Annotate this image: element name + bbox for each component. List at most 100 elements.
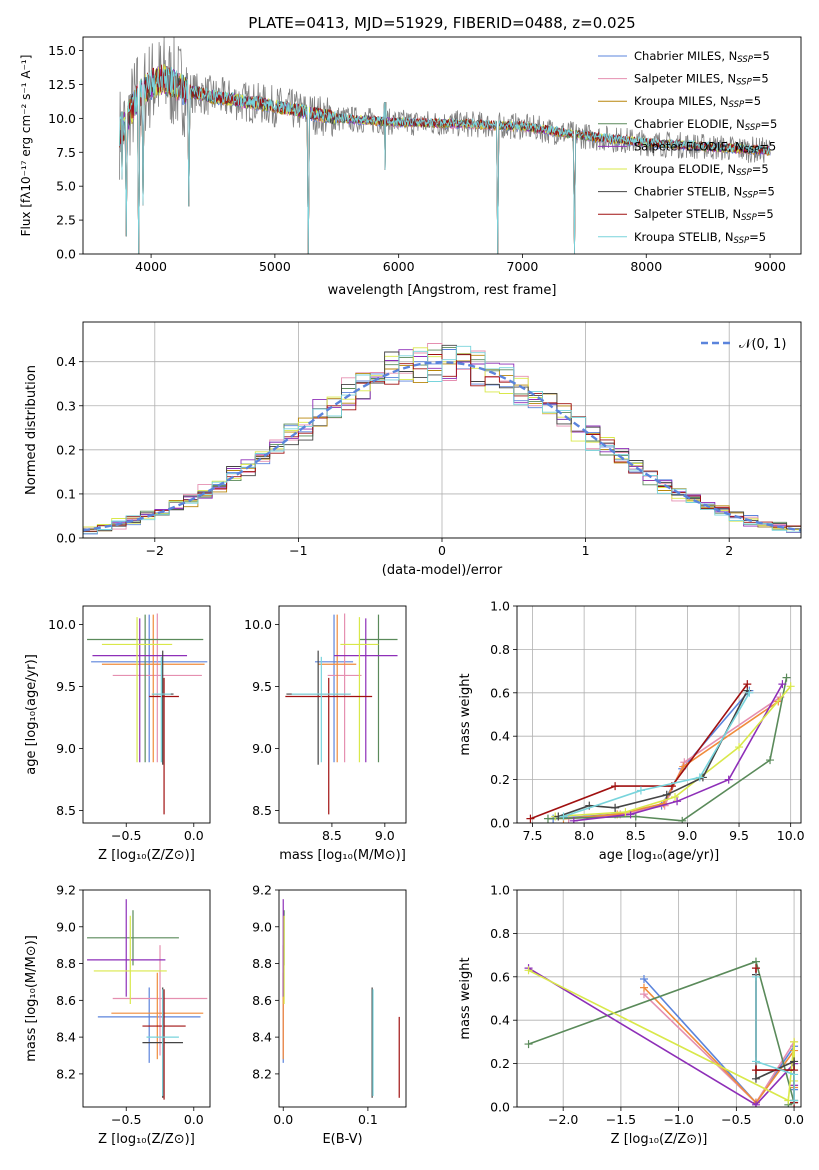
- mass-weight-point: [569, 816, 578, 823]
- legend-entry: Chabrier MILES, NSSP=5: [634, 49, 770, 65]
- y-tick-label: 8.4: [252, 1030, 272, 1045]
- error-bar-point: [327, 613, 362, 763]
- mass-weight-point: [559, 812, 568, 821]
- mass-weight-point: [524, 966, 533, 975]
- legend-entry-suffix: =5: [744, 94, 761, 108]
- legend-entry-subscript: SSP: [745, 123, 761, 133]
- y-tick-label: 7.5: [56, 145, 76, 160]
- legend-entry-subscript: SSP: [736, 78, 752, 88]
- x-tick-label: −1.0: [663, 1112, 693, 1127]
- legend-entry-subscript: SSP: [744, 145, 760, 155]
- x-tick-label: 9.5: [729, 828, 749, 843]
- legend-entry-subscript: SSP: [741, 213, 757, 223]
- error-bar-point: [291, 656, 351, 763]
- mw-age-y-axis-label: mass weight: [458, 673, 473, 755]
- y-tick-label: 15.0: [48, 43, 76, 58]
- mass-weight-point: [751, 1100, 760, 1107]
- x-tick-label: 4000: [135, 259, 167, 274]
- y-tick-label: 0.6: [490, 685, 510, 700]
- y-tick-label: 0.2: [490, 1056, 510, 1071]
- y-tick-label: 8.8: [252, 956, 272, 971]
- error-bar-point: [87, 614, 204, 763]
- mass-weight-point: [724, 775, 733, 784]
- mass-weight-series-line: [558, 690, 749, 818]
- x-tick-label: 0.0: [184, 1112, 204, 1127]
- mass-weight-point: [790, 1057, 799, 1066]
- legend-entry-suffix: =5: [758, 185, 775, 199]
- legend-entry-text: Kroupa ELODIE, N: [634, 162, 736, 176]
- legend-entry-subscript: SSP: [734, 236, 750, 246]
- y-tick-label: 0.4: [490, 1013, 510, 1028]
- residuals-legend: 𝒩(0, 1): [701, 337, 786, 352]
- mass-weight-point: [695, 773, 704, 782]
- mass-weight-point: [751, 972, 760, 981]
- mass-weight-point: [751, 1074, 760, 1083]
- mass-weight-series-line: [755, 976, 795, 1101]
- error-bar-point: [149, 677, 179, 815]
- x-tick-label: 7000: [507, 259, 539, 274]
- legend-entry-suffix: =5: [752, 162, 769, 176]
- y-tick-label: 0.6: [490, 969, 510, 984]
- mass-weight-point: [673, 797, 682, 806]
- mass-weight-point: [662, 790, 671, 799]
- x-tick-label: −2: [146, 543, 164, 558]
- mass-weight-point: [778, 680, 787, 689]
- y-tick-label: 0.8: [490, 642, 510, 657]
- mass-weight-point: [671, 792, 680, 801]
- mass-z-y-axis-label: mass [log₁₀(M/M⊙)]: [24, 935, 39, 1062]
- mass-weight-point: [790, 1070, 799, 1079]
- y-tick-label: 9.2: [252, 883, 272, 898]
- error-bar-point: [340, 617, 379, 763]
- legend-entry: Chabrier STELIB, NSSP=5: [634, 185, 775, 201]
- y-tick-label: 8.6: [56, 993, 76, 1008]
- mass-weight-point: [524, 1040, 533, 1049]
- legend-entry: Chabrier ELODIE, NSSP=5: [634, 117, 777, 133]
- y-tick-label: 10.0: [48, 111, 76, 126]
- mass-weight-vs-age-panel: 7.5 8.0 8.5 9.0 9.5 10.0 0.0 0.2 0.4 0.6 0.8 1.0 ag…: [458, 599, 805, 864]
- y-tick-label: 9.2: [56, 883, 76, 898]
- legend-entry-subscript: SSP: [737, 55, 753, 65]
- spectrum-title: PLATE=0413, MJD=51929, FIBERID=0488, z=0…: [248, 14, 635, 32]
- y-tick-label: 0.8: [490, 926, 510, 941]
- x-tick-label: 0.1: [358, 1112, 378, 1127]
- x-tick-label: 8.0: [574, 828, 594, 843]
- legend-entry-suffix: =5: [759, 139, 776, 153]
- mass-weight-series-line: [563, 692, 751, 818]
- y-tick-label: 0.4: [56, 354, 76, 369]
- x-tick-label: 8000: [630, 259, 662, 274]
- mass-weight-point: [639, 974, 648, 983]
- x-tick-label: 0.0: [273, 1112, 293, 1127]
- age-vs-mass-panel: 8.5 9.0 8.5 9.0 9.5 10.0 mass [log₁₀(M/M⊙)]: [244, 605, 407, 863]
- mass-z-x-axis-label: Z [log₁₀(Z/Z⊙)]: [98, 1132, 195, 1147]
- error-bar-point: [285, 677, 373, 815]
- error-bar-point: [101, 617, 173, 763]
- legend-entry-suffix: =5: [752, 72, 769, 86]
- x-tick-label: 0: [438, 543, 446, 558]
- y-tick-label: 2.5: [56, 213, 76, 228]
- y-tick-label: 5.0: [56, 179, 76, 194]
- error-bar-point: [111, 972, 204, 1060]
- x-tick-label: 0.0: [184, 828, 204, 843]
- mass-weight-point: [743, 680, 752, 689]
- y-tick-label: 8.8: [56, 956, 76, 971]
- residuals-panel: −2 −1 0 1 2 0.0 0.1 0.2 0.3 0.4 (data-model)/erro…: [24, 321, 802, 578]
- y-tick-label: 8.2: [252, 1066, 272, 1081]
- x-tick-label: −1: [289, 543, 307, 558]
- x-tick-label: 1: [582, 543, 590, 558]
- mass-weight-point: [751, 1057, 760, 1066]
- residual-histogram: [83, 345, 801, 538]
- y-tick-label: 1.0: [490, 883, 510, 898]
- x-tick-label: 6000: [383, 259, 415, 274]
- y-tick-label: 9.0: [56, 919, 76, 934]
- age-z-x-axis-label: Z [log₁₀(Z/Z⊙)]: [98, 848, 195, 863]
- mass-weight-point: [680, 758, 689, 767]
- y-tick-label: 8.5: [56, 803, 76, 818]
- x-tick-label: 5000: [259, 259, 291, 274]
- legend-entry: Kroupa STELIB, NSSP=5: [634, 230, 766, 246]
- legend-entry: Salpeter ELODIE, NSSP=5: [634, 139, 776, 155]
- legend-entry-text: Chabrier STELIB, N: [634, 185, 742, 199]
- x-tick-label: 0.0: [784, 1112, 804, 1127]
- y-tick-label: 9.0: [252, 919, 272, 934]
- legend-entry: Kroupa MILES, NSSP=5: [634, 94, 761, 110]
